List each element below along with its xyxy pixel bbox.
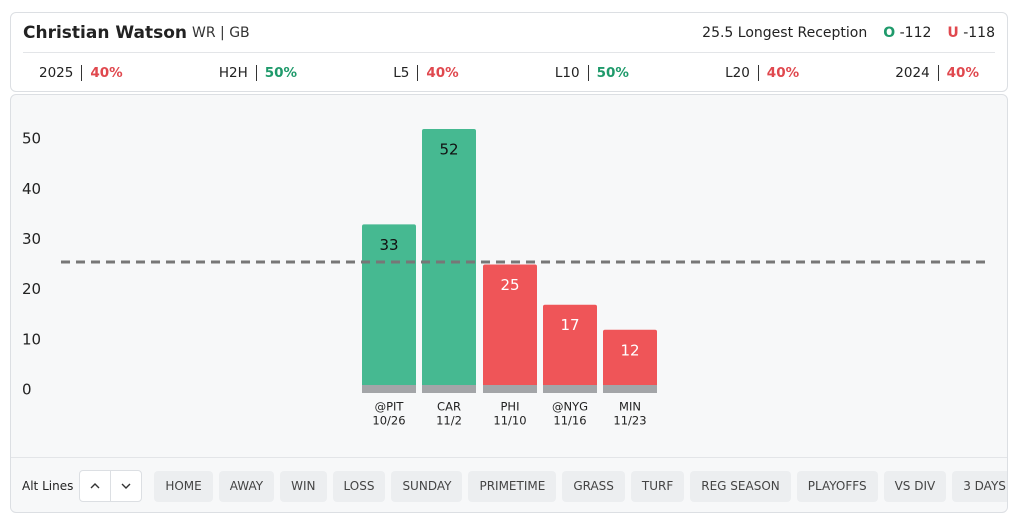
stat: L20 40% [725, 65, 800, 81]
up-button[interactable] [80, 471, 110, 501]
value-label: 25 [500, 276, 519, 294]
stat: H2H 50% [218, 65, 298, 81]
filter-button[interactable]: PRIMETIME [468, 470, 557, 502]
filter-button[interactable]: AWAY [218, 470, 275, 502]
chart-card: 0 10 20 30 40 50 33 @PIT 10/26 52 CAR 11/2 25 PHI 11/1… [10, 94, 1008, 513]
under-price: -118 [963, 24, 995, 41]
filter-bar: Alt Lines HOME AWAY WIN LOSS SUNDAY PRIMETIME… [11, 457, 1007, 512]
player-name: Christian Watson [23, 22, 187, 43]
bar [422, 129, 476, 393]
header-row: Christian Watson WR | GB 25.5 Longest Re… [23, 13, 995, 53]
value-label: 17 [560, 316, 579, 334]
stat-label: L5 [393, 65, 410, 81]
stat-label: L10 [554, 65, 580, 81]
y-tick-label: 10 [22, 330, 41, 348]
bar [603, 329, 657, 393]
filter-button[interactable]: 3 DAYS REST [952, 470, 1007, 502]
value-label: 33 [379, 236, 398, 254]
filter-button[interactable]: PLAYOFFS [796, 470, 878, 502]
x-tick-label: @NYG [552, 400, 588, 414]
stat-label: 2024 [895, 65, 930, 81]
alt-lines-label: Alt Lines [22, 479, 74, 493]
filter-button[interactable]: TURF [630, 470, 685, 502]
x-date-label: 11/16 [553, 414, 586, 428]
x-tick-label: PHI [501, 400, 520, 414]
bar-base [603, 385, 657, 393]
line-value: 25.5 [702, 24, 734, 41]
under-label: U [947, 24, 959, 41]
stat: L10 50% [555, 65, 629, 81]
stat-label: 2025 [39, 65, 74, 81]
x-date-label: 11/2 [436, 414, 462, 428]
filter-button[interactable]: HOME [154, 470, 213, 502]
filter-buttons: HOME AWAY WIN LOSS SUNDAY PRIMETIME GRASS TURF R… [154, 470, 1007, 502]
stat: 2025 40% [39, 65, 123, 81]
alt-line-stepper [79, 470, 143, 502]
market-name: Longest Reception [737, 24, 868, 41]
market: 25.5 Longest Reception [702, 25, 867, 41]
over-label: O [883, 24, 896, 41]
prop-header: Christian Watson WR | GB 25.5 Longest Re… [10, 12, 1008, 92]
value-label: 52 [439, 141, 458, 159]
stat-value: 40% [757, 65, 800, 81]
y-tick-label: 30 [22, 230, 41, 248]
market-info: 25.5 Longest Reception O -112 U -118 [702, 25, 995, 41]
down-button[interactable] [110, 471, 141, 501]
bar-base [422, 385, 476, 393]
bar-base [362, 385, 416, 393]
bar-base [543, 385, 597, 393]
y-tick-label: 50 [22, 130, 41, 148]
filter-button[interactable]: REG SEASON [690, 470, 791, 502]
over-odds[interactable]: O -112 [883, 25, 931, 41]
x-date-label: 11/23 [613, 414, 646, 428]
stat-value: 40% [417, 65, 459, 81]
bar [362, 224, 416, 393]
filter-button[interactable]: SUNDAY [391, 470, 463, 502]
y-tick-label: 40 [22, 180, 41, 198]
player-position: WR | GB [192, 24, 250, 41]
x-tick-label: MIN [619, 400, 641, 414]
over-price: -112 [899, 24, 932, 41]
stat: L5 40% [393, 65, 459, 81]
stat-value: 40% [81, 65, 123, 81]
x-date-label: 11/10 [493, 414, 526, 428]
chart: 0102030405033@PIT10/2652CAR11/225PHI11/1… [22, 129, 991, 428]
filter-button[interactable]: GRASS [562, 470, 625, 502]
bar-base [483, 385, 537, 393]
bar [543, 304, 597, 393]
y-tick-label: 20 [22, 280, 41, 298]
stat: 2024 40% [895, 65, 979, 81]
filter-button[interactable]: LOSS [332, 470, 386, 502]
filter-button[interactable]: VS DIV [883, 470, 947, 502]
filter-button[interactable]: WIN [280, 470, 327, 502]
y-tick-label: 0 [22, 381, 32, 399]
bar [483, 264, 537, 393]
stat-label: L20 [725, 65, 750, 81]
stats-row: 2025 40% H2H 50% L5 40% L10 50% L20 40% 2024 40% [39, 53, 979, 93]
stat-value: 50% [255, 65, 298, 81]
under-odds[interactable]: U -118 [947, 25, 995, 41]
stat-label: H2H [218, 65, 248, 81]
x-tick-label: CAR [437, 400, 461, 414]
value-label: 12 [620, 341, 639, 359]
x-date-label: 10/26 [372, 414, 405, 428]
stat-value: 50% [587, 65, 629, 81]
x-tick-label: @PIT [375, 400, 405, 414]
stat-value: 40% [937, 65, 979, 81]
